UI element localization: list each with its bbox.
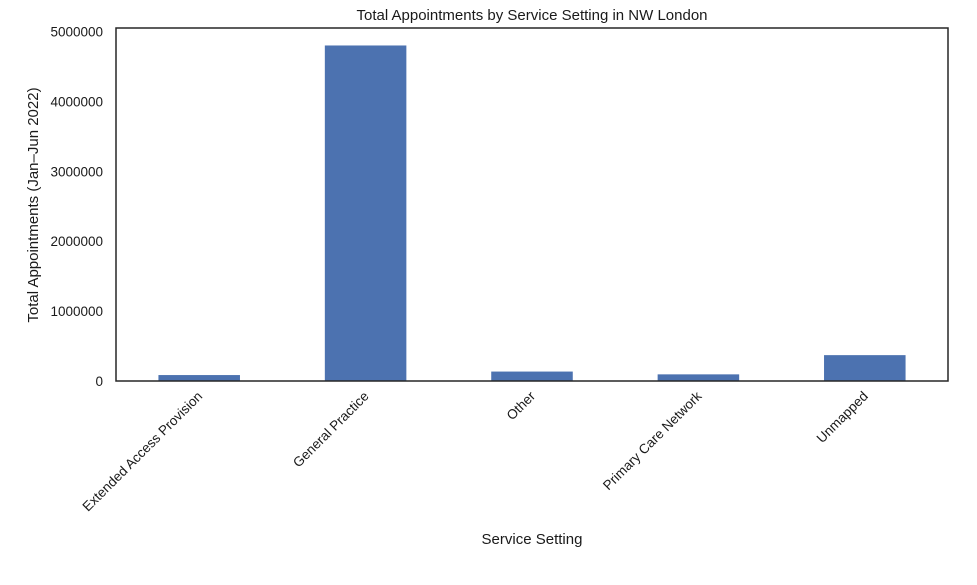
x-tick-label: Primary Care Network (600, 388, 705, 493)
bar-extended-access-provision (158, 375, 240, 381)
x-axis-ticks: Extended Access Provision General Practic… (80, 388, 871, 514)
y-tick-label: 3000000 (50, 164, 103, 179)
bar-primary-care-network (657, 374, 740, 381)
x-axis-label: Service Setting (482, 531, 583, 548)
x-tick-label: Other (504, 388, 539, 423)
bar-other (491, 371, 573, 381)
y-tick-label: 1000000 (50, 304, 103, 319)
y-tick-label: 5000000 (50, 24, 103, 39)
y-tick-label: 0 (95, 374, 103, 389)
x-tick-label: Unmapped (814, 389, 871, 446)
y-tick-label: 2000000 (50, 234, 103, 249)
y-axis-ticks: 0 1000000 2000000 3000000 4000000 5000000 (50, 24, 103, 389)
y-tick-label: 4000000 (50, 94, 103, 109)
bar-general-practice (324, 45, 407, 381)
x-tick-label: General Practice (290, 389, 372, 471)
bars-group (158, 45, 906, 381)
x-tick-label: Extended Access Provision (80, 389, 206, 515)
bar-unmapped (824, 355, 906, 381)
chart-title: Total Appointments by Service Setting in… (356, 7, 707, 24)
y-axis-label: Total Appointments (Jan–Jun 2022) (25, 87, 42, 322)
plot-frame (115, 27, 949, 382)
